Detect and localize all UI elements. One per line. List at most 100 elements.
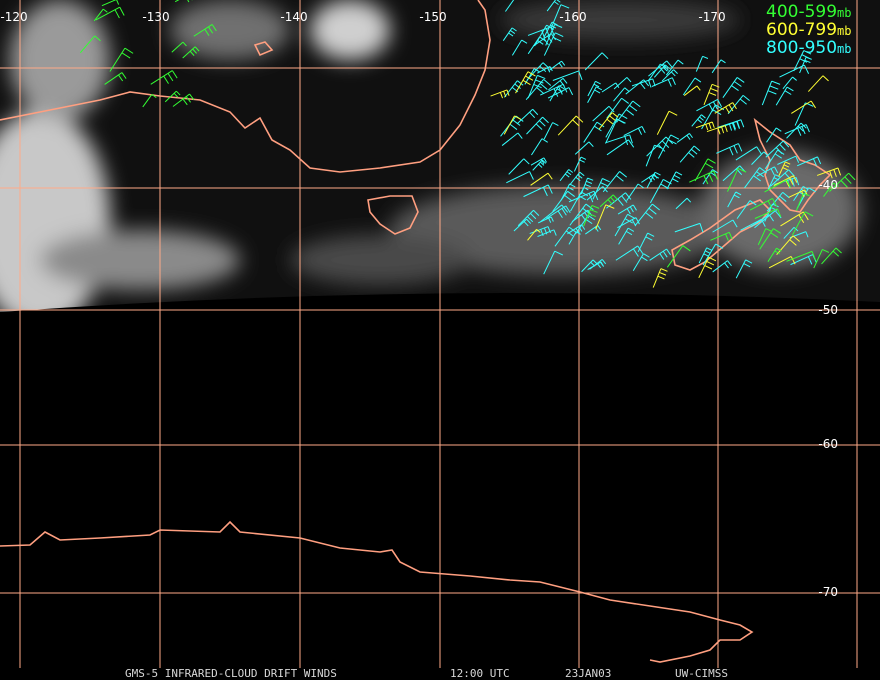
barb-staff [109,47,126,72]
barb-flag [540,159,545,165]
barb-staff [580,177,589,195]
barb-flag [641,126,646,134]
barb-flag [812,158,818,166]
wind-barb [174,0,193,3]
barb-flag [578,70,583,81]
wind-barb [795,192,810,211]
barb-flag [626,77,632,83]
wind-barb [617,204,637,215]
wind-barb [766,127,782,143]
barb-flag [739,98,747,105]
wind-barb [821,247,842,265]
barb-flag [802,185,809,191]
barb-staff [779,64,805,78]
wind-barb [710,231,733,241]
barb-flag [593,83,600,88]
barb-flag [702,55,709,59]
barb-flag [514,115,522,120]
wind-barb [530,172,553,186]
wind-barb [554,226,577,247]
tasmania [367,195,419,235]
barb-flag [793,175,798,183]
barb-flag [591,205,600,209]
wind-barb [150,70,178,85]
barb-flag [602,186,608,193]
barb-staff [666,245,684,268]
barb-staff [532,159,543,171]
wind-barb [104,72,127,85]
barb-staff [656,110,670,135]
barb-flag [704,250,711,254]
barb-flag [581,224,586,230]
barb-flag [712,169,718,174]
barb-flag [790,256,796,265]
wind-barb [778,161,791,177]
wind-barb [574,141,594,155]
barb-staff [527,228,537,241]
barb-staff [605,134,630,144]
barb-flag [547,226,552,234]
wind-barb [530,157,547,166]
barb-staff [613,77,628,90]
barb-flag [588,213,596,218]
barb-staff [569,171,581,186]
barb-flag [554,1,559,6]
wind-barb [749,197,778,211]
wind-barb [613,87,630,102]
barb-flag [715,243,724,249]
barb-flag [553,88,559,97]
wind-barb [581,259,598,273]
barb-staff [540,83,564,96]
wind-barb [652,268,668,288]
barb-staff [695,56,704,72]
barb-flag [189,50,195,56]
barb-flag [804,211,814,217]
legend-entry: 600-799mb [766,20,851,40]
barb-flag [811,251,817,261]
barb-flag [163,75,169,84]
barb-flag [588,193,594,203]
wind-barb [727,191,742,208]
barb-flag [618,113,628,120]
barb-flag [208,26,214,34]
barb-staff [794,102,806,126]
barb-flag [775,127,782,132]
barb-flag [697,118,702,124]
barb-flag [545,28,550,37]
barb-flag [761,219,766,227]
wind-barb [666,245,691,268]
barb-staff [193,24,213,37]
wind-barb [583,205,600,227]
barb-flag [737,167,747,173]
barb-flag [774,153,782,159]
barb-flag [788,169,795,177]
wind-barb [580,177,594,195]
barb-flag [562,78,568,84]
wind-barb [776,235,800,256]
wind-barb [543,122,559,140]
barb-staff [101,0,117,7]
barb-staff [714,102,733,114]
barb-flag [648,177,653,183]
barb-staff [174,0,180,3]
barb-flag [579,159,585,163]
wind-barb [698,256,717,279]
barb-flag [535,123,543,130]
barb-flag [119,6,125,16]
barb-staff [784,124,807,135]
barb-flag [102,8,108,13]
barb-staff [632,253,644,271]
barb-flag [621,195,628,203]
wind-barb [598,112,619,130]
wind-barb [649,178,672,204]
barb-flag [844,176,852,184]
wind-barb [727,94,750,115]
barb-flag [580,156,587,160]
barb-staff [529,226,549,235]
barb-staff [602,171,620,193]
wind-barb [182,46,200,59]
wind-barb [765,140,790,158]
barb-flag [608,105,615,113]
